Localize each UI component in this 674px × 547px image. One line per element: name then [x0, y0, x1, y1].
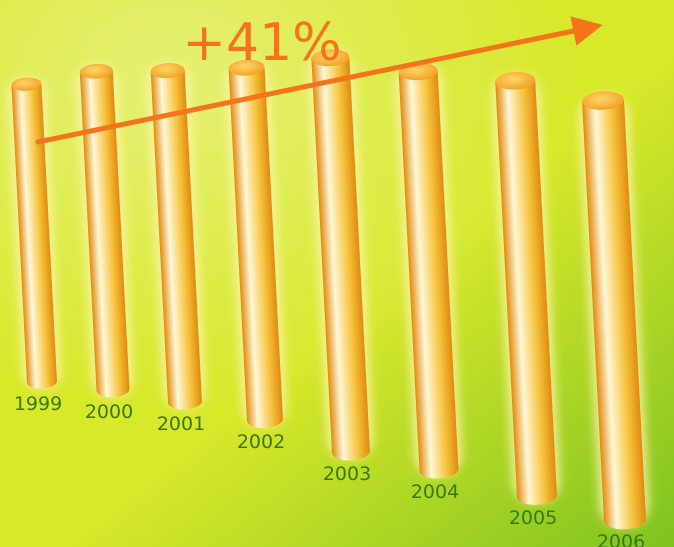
bar-top: [311, 49, 350, 67]
bar-body: [11, 83, 57, 389]
bar-body: [311, 56, 370, 461]
year-label-2002: 2002: [237, 431, 285, 453]
bar-body: [150, 69, 202, 410]
year-label-2005: 2005: [509, 507, 557, 529]
bar-body: [582, 99, 646, 530]
bar-top: [150, 63, 185, 79]
bar-top: [79, 63, 113, 79]
bar-body: [398, 70, 459, 479]
bar-body: [79, 70, 130, 398]
bar-2000: [76, 63, 133, 398]
year-label-2004: 2004: [411, 481, 459, 503]
year-label-2003: 2003: [323, 463, 371, 485]
growth-annotation: +41%: [182, 13, 341, 73]
year-label-2001: 2001: [157, 413, 205, 435]
year-labels-group: 1999 2000 2001 2002 2003 2004 2005 2006: [14, 393, 645, 547]
bar-2005: [491, 71, 561, 505]
bar-body: [495, 79, 557, 505]
year-label-2006: 2006: [597, 531, 645, 547]
bar-2001: [147, 63, 206, 410]
bar-2006: [578, 91, 650, 530]
bar-top: [495, 71, 536, 90]
bar-2004: [395, 62, 462, 479]
bars-group: [7, 49, 650, 530]
bar-1999: [7, 77, 61, 389]
bar-2003: [308, 49, 374, 461]
year-label-1999: 1999: [14, 393, 62, 415]
bar-2002: [225, 59, 287, 428]
bar-top: [11, 77, 42, 91]
bar-top: [228, 59, 265, 76]
bar-top: [582, 91, 624, 110]
trend-arrow: [35, 16, 603, 145]
year-label-2000: 2000: [85, 401, 133, 423]
bar-body: [228, 66, 283, 428]
